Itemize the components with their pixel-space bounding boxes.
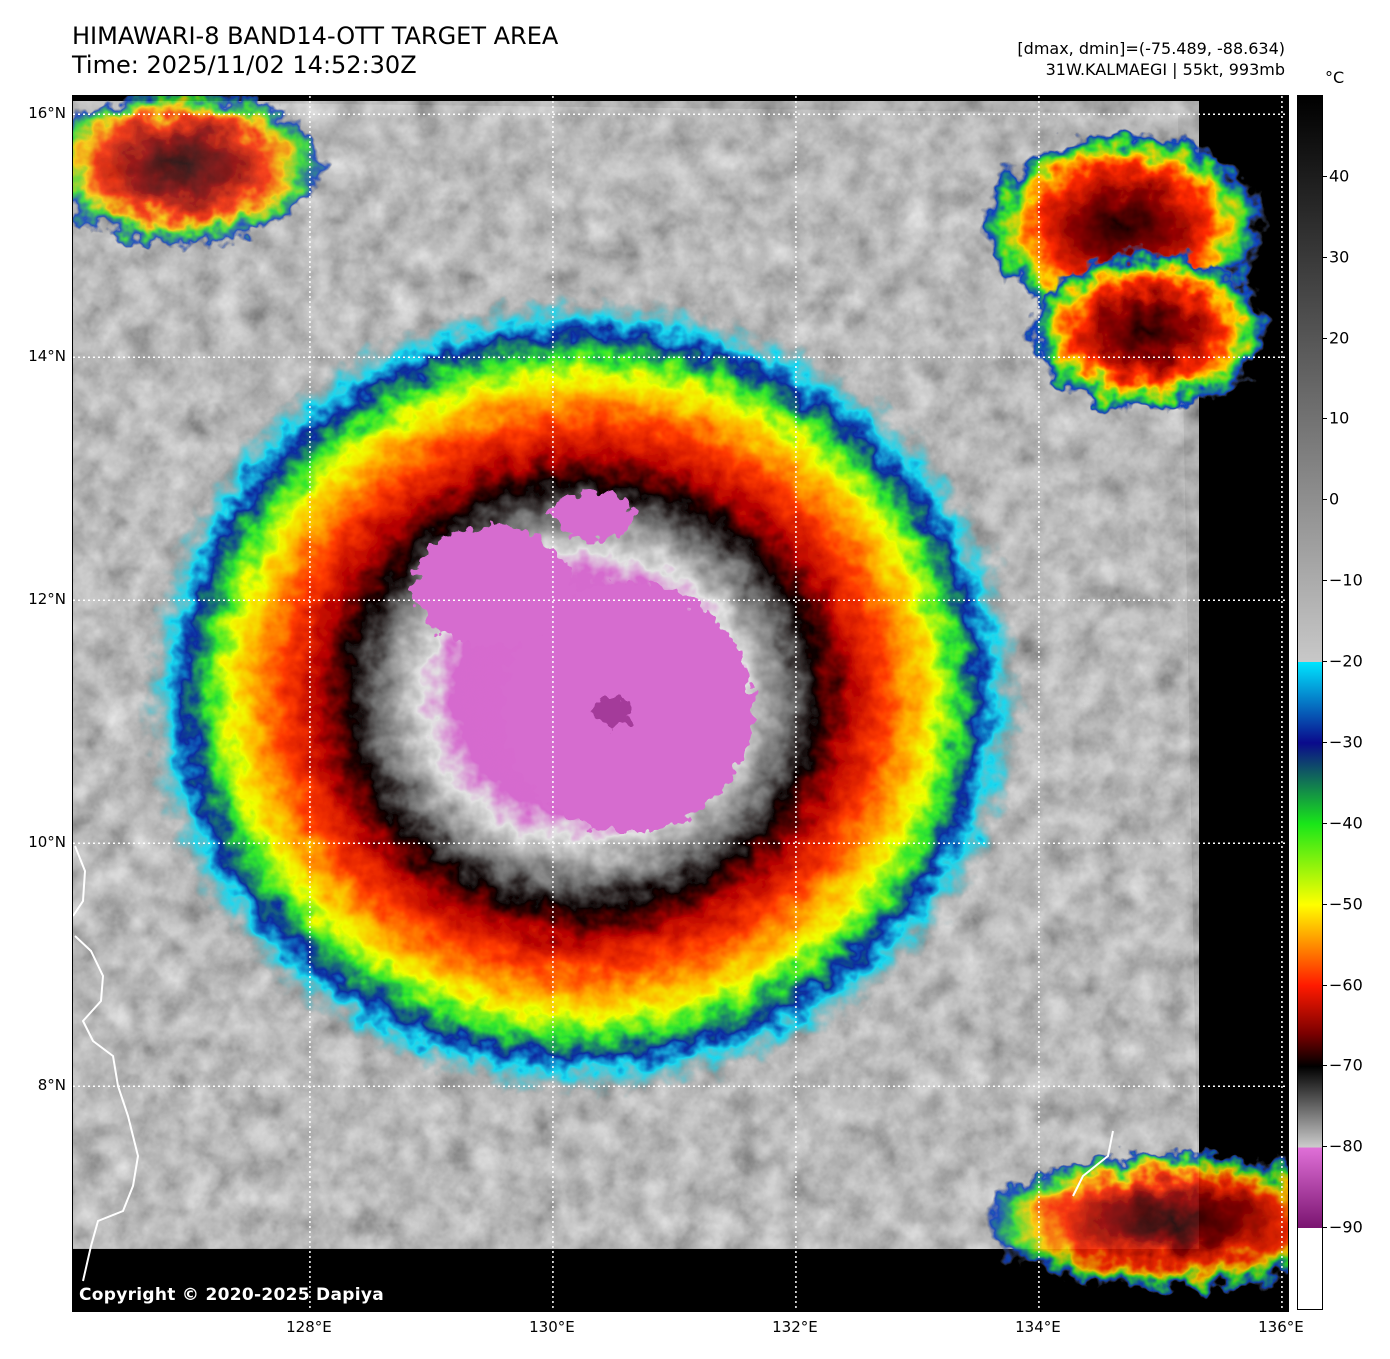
storm-info: 31W.KALMAEGI | 55kt, 993mb <box>1045 60 1285 79</box>
colorbar-tick-mark <box>1322 741 1327 743</box>
colorbar-tick-mark <box>1322 1146 1327 1148</box>
colorbar-tick-mark <box>1322 1227 1327 1229</box>
colorbar-tick-label: 40 <box>1329 166 1350 186</box>
latitude-label: 16°N <box>28 104 66 123</box>
title-line-1: HIMAWARI-8 BAND14-OTT TARGET AREA <box>72 22 559 50</box>
colorbar-tick-label: 0 <box>1329 489 1340 509</box>
colorbar-tick-mark <box>1322 175 1327 177</box>
colorbar-tick-label: 20 <box>1329 328 1350 348</box>
colorbar-tick-mark <box>1322 1065 1327 1067</box>
longitude-label: 136°E <box>1258 1318 1304 1336</box>
colorbar-tick-label: 10 <box>1329 408 1350 428</box>
colorbar-tick-label: −50 <box>1329 894 1363 914</box>
colorbar-tick-label: 30 <box>1329 247 1350 267</box>
colorbar-tick-label: −30 <box>1329 732 1363 752</box>
colorbar-tick-label: −10 <box>1329 570 1363 590</box>
satellite-map[interactable]: Copyright © 2020-2025 Dapiya <box>72 95 1289 1312</box>
title-line-2: Time: 2025/11/02 14:52:30Z <box>72 51 417 79</box>
colorbar-tick-label: −90 <box>1329 1217 1363 1237</box>
colorbar-tick-mark <box>1322 903 1327 905</box>
colorbar-unit: °C <box>1325 68 1345 87</box>
dmax-dmin-readout: [dmax, dmin]=(-75.489, -88.634) <box>1017 39 1285 58</box>
colorbar <box>1297 95 1323 1310</box>
colorbar-tick-label: −70 <box>1329 1055 1363 1075</box>
colorbar-tick-mark <box>1322 418 1327 420</box>
colorbar-tick-mark <box>1322 580 1327 582</box>
colorbar-tick-label: −20 <box>1329 651 1363 671</box>
longitude-label: 132°E <box>772 1318 818 1336</box>
latitude-label: 10°N <box>28 833 66 852</box>
colorbar-gradient <box>1298 96 1322 1309</box>
latitude-label: 12°N <box>28 590 66 609</box>
colorbar-tick-label: −60 <box>1329 975 1363 995</box>
satellite-image <box>73 96 1288 1311</box>
latitude-label: 14°N <box>28 347 66 366</box>
colorbar-tick-mark <box>1322 499 1327 501</box>
colorbar-tick-mark <box>1322 822 1327 824</box>
copyright-notice: Copyright © 2020-2025 Dapiya <box>79 1285 384 1305</box>
colorbar-tick-mark <box>1322 337 1327 339</box>
colorbar-tick-mark <box>1322 984 1327 986</box>
colorbar-tick-mark <box>1322 256 1327 258</box>
cold-cloud-tops <box>413 491 753 833</box>
latitude-label: 8°N <box>37 1076 66 1095</box>
image-metadata: [dmax, dmin]=(-75.489, -88.634) 31W.KALM… <box>1017 38 1285 80</box>
longitude-label: 134°E <box>1015 1318 1061 1336</box>
longitude-label: 128°E <box>286 1318 332 1336</box>
chart-title: HIMAWARI-8 BAND14-OTT TARGET AREA Time: … <box>72 22 558 80</box>
colorbar-tick-mark <box>1322 661 1327 663</box>
colorbar-tick-label: −80 <box>1329 1136 1363 1156</box>
longitude-label: 130°E <box>529 1318 575 1336</box>
colorbar-tick-label: −40 <box>1329 813 1363 833</box>
